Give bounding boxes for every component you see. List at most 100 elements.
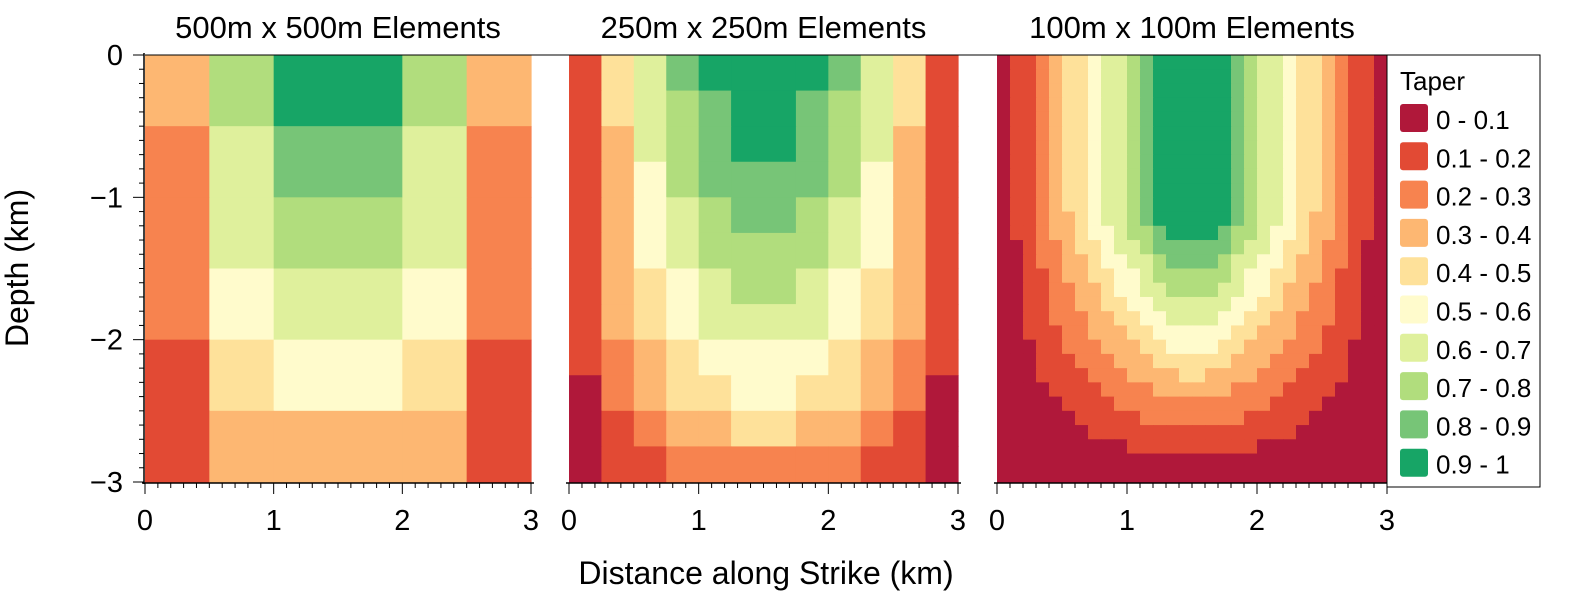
heatmap-cell [1244, 382, 1258, 398]
heatmap-cell [633, 232, 667, 270]
heatmap-cell [1036, 425, 1050, 440]
heatmap-cell [1023, 225, 1037, 241]
heatmap-cell [1023, 396, 1037, 412]
heatmap-cell [1296, 154, 1310, 170]
heatmap-cell [1257, 368, 1271, 383]
heatmap-cell [1010, 439, 1024, 455]
legend-label: 0.6 - 0.7 [1436, 335, 1531, 365]
heatmap-cell [1309, 126, 1323, 141]
heatmap-cell [1036, 55, 1050, 70]
heatmap-cell [1088, 97, 1102, 113]
heatmap-cell [1296, 140, 1310, 156]
heatmap-cell [1153, 339, 1167, 355]
heatmap-cell [1140, 325, 1154, 341]
heatmap-cell [860, 197, 894, 234]
heatmap-cell [1205, 339, 1219, 355]
heatmap-cell [402, 126, 468, 198]
heatmap-cell [1244, 140, 1258, 156]
heatmap-cell [1153, 154, 1167, 170]
heatmap-cell [1218, 168, 1232, 184]
heatmap-cell [1088, 69, 1102, 85]
heatmap-cell [1205, 225, 1219, 241]
heatmap-cell [1166, 254, 1180, 270]
heatmap-cell [1088, 168, 1102, 184]
heatmap-cell [1023, 296, 1037, 312]
heatmap-cell [1010, 83, 1024, 99]
heatmap-cell [145, 410, 210, 483]
heatmap-cell [795, 339, 829, 376]
heatmap-cell [795, 446, 829, 483]
heatmap-cell [1179, 368, 1193, 383]
heatmap-cell [925, 90, 959, 127]
heatmap-cell [1023, 69, 1037, 85]
heatmap-cell [1218, 282, 1232, 298]
heatmap-cell [1166, 339, 1180, 355]
heatmap-cell [1140, 453, 1154, 469]
x-tick-label: 1 [691, 505, 707, 537]
heatmap-cell [1231, 69, 1245, 85]
heatmap-cell [1296, 467, 1310, 483]
heatmap-cell [209, 410, 275, 483]
heatmap-cell [633, 90, 667, 127]
heatmap-cell [1010, 311, 1024, 327]
heatmap-cell [828, 126, 862, 163]
heatmap-cell [1231, 296, 1245, 312]
heatmap-cell [402, 339, 468, 412]
heatmap-cell [1257, 240, 1271, 255]
heatmap-cell [1075, 111, 1089, 127]
heatmap-cell [1036, 339, 1050, 355]
heatmap-cell [1283, 97, 1297, 113]
heatmap-cell [1283, 197, 1297, 213]
heatmap-cell [1166, 97, 1180, 113]
panel-1: 500m x 500m Elements 0 1 2 3 0 −1 −2 −3 [90, 10, 539, 537]
heatmap-cell [1010, 183, 1024, 198]
heatmap-cell [1270, 183, 1284, 198]
heatmap-cell [1166, 168, 1180, 184]
heatmap-cell [1114, 69, 1128, 85]
heatmap-cell [1140, 225, 1154, 241]
legend-item: 0.4 - 0.5 [1400, 257, 1531, 288]
heatmap-cell [1088, 126, 1102, 141]
heatmap-cell [1010, 55, 1024, 70]
heatmap-cell [273, 126, 403, 198]
heatmap-cell [1361, 211, 1375, 227]
heatmap-cell [997, 211, 1011, 227]
heatmap-cell [1153, 97, 1167, 113]
heatmap-cell [1348, 296, 1362, 312]
heatmap-cell [1101, 183, 1115, 198]
heatmap-cell [1218, 126, 1232, 141]
heatmap-cell [1179, 197, 1193, 213]
heatmap-cell [1205, 197, 1219, 213]
heatmap-cell [1088, 154, 1102, 170]
heatmap-cell [1179, 311, 1193, 327]
heatmap-cell [1049, 410, 1063, 426]
heatmap-cell [1192, 467, 1206, 483]
heatmap-cell [1114, 140, 1128, 156]
heatmap-cell [1270, 439, 1284, 455]
heatmap-cell [1127, 225, 1141, 241]
heatmap-cell [569, 232, 603, 270]
heatmap-cell [1335, 410, 1349, 426]
heatmap-cell [698, 446, 732, 483]
heatmap-cell [1283, 467, 1297, 483]
heatmap-cell [997, 69, 1011, 85]
heatmap-cell [1114, 453, 1128, 469]
heatmap-cell [1101, 396, 1115, 412]
heatmap-cell [1010, 296, 1024, 312]
heatmap-cell [1166, 282, 1180, 298]
heatmap-cell [1049, 225, 1063, 241]
heatmap-cell [1023, 268, 1037, 284]
heatmap-cell [1140, 211, 1154, 227]
heatmap-cell [1153, 353, 1167, 369]
heatmap-cell [1270, 282, 1284, 298]
heatmap-cell [569, 197, 603, 234]
heatmap-cell [1231, 211, 1245, 227]
heatmap-cell [1062, 282, 1076, 298]
heatmap-cell [1361, 69, 1375, 85]
heatmap-cell [402, 268, 468, 341]
heatmap-cell [1036, 353, 1050, 369]
heatmap-cell [925, 197, 959, 234]
heatmap-cell [1270, 339, 1284, 355]
heatmap-cell [633, 126, 667, 163]
y-tick-label: −1 [90, 182, 123, 214]
